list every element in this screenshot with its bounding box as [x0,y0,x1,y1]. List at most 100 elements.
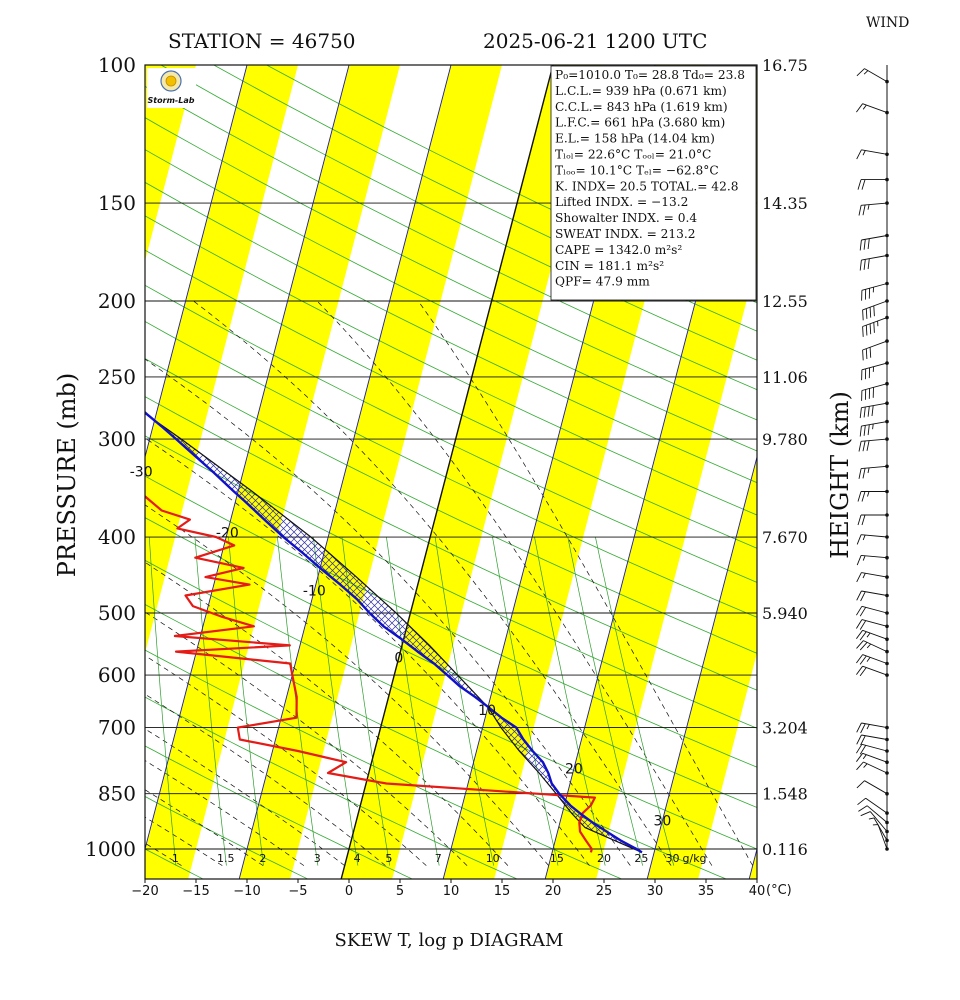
wind-barb [859,402,888,419]
isotherm-line [0,29,52,881]
mixing-ratio-label: 10 [486,852,500,865]
wind-barb [856,752,888,763]
pressure-tick-label: 400 [98,525,136,549]
wind-barb [856,68,888,82]
index-line: CAPE = 1342.0 m²s² [555,243,682,257]
moist-adiabat-line [316,300,713,866]
index-line: CIN = 181.1 m²s² [555,259,664,273]
x-tick-label: 0 [345,884,353,899]
moist-adiabat-line [145,611,468,866]
mixing-ratio-label: 1.5 [217,852,235,865]
dry-adiabat-line [145,117,757,421]
x-tick-label: 5 [396,884,404,899]
dry-adiabat-line [145,796,309,879]
datetime-label: 2025-06-21 1200 UTC [483,29,707,53]
mixing-ratio-label: 20 [597,852,611,865]
index-line: P₀=1010.0 T₀= 28.8 Td₀= 23.8 [555,68,745,82]
wind-barb [856,654,888,665]
moist-adiabat-line [145,728,345,866]
wind-barb [857,797,888,814]
index-line: L.F.C.= 661 hPa (3.680 km) [555,116,725,130]
height-tick-label: 14.35 [762,194,808,213]
mixing-ratio-line [194,536,227,866]
temperature-band [145,65,299,653]
wind-barb [860,811,888,832]
mixing-ratio-line [228,536,264,866]
wind-profile [856,65,889,851]
logo-text: Storm-Lab [148,96,195,105]
x-tick-label: −5 [288,884,307,899]
pressure-tick-label: 850 [98,782,136,806]
moist-adiabat-line [145,789,264,866]
index-line: C.C.L.= 843 hPa (1.619 km) [555,100,728,114]
index-line: E.L.= 158 hPa (14.04 km) [555,132,715,146]
wind-barb [861,383,888,401]
height-tick-label: 16.75 [762,56,808,75]
isotherm-line [145,65,350,851]
wind-barb [856,605,888,617]
moist-adiabat-line [145,655,427,866]
dry-adiabat-line [145,149,757,452]
mixing-ratio-label: 30 [666,852,680,865]
moist-adiabat-line [145,437,590,866]
station-label: STATION = 46750 [168,29,356,53]
storm-lab-logo: Storm-Lab [147,68,196,108]
mixing-ratio-label: 4 [354,852,361,865]
wind-barb [856,149,888,160]
wind-barb [856,734,888,746]
dry-adiabat-line [0,65,103,882]
pressure-tick-label: 1000 [85,837,136,861]
height-tick-label: 3.204 [762,719,808,738]
wind-barb [856,743,888,755]
y2-axis-title: HEIGHT (km) [826,391,854,559]
moist-adiabat-line [145,358,631,866]
wind-barb [859,235,888,251]
moist-adiabat-line [193,300,672,866]
pressure-tick-label: 700 [98,716,136,740]
isotherm-label: -20 [216,526,239,542]
mixing-ratio-label: 1 [172,852,179,865]
wind-barb [856,629,888,641]
index-line: QPF= 47.9 mm [555,275,650,289]
indices-panel: P₀=1010.0 T₀= 28.8 Td₀= 23.8 L.C.L.= 939 … [550,65,757,301]
wind-barb [856,554,888,566]
wind-barb [858,202,888,216]
wind-barb [859,421,888,437]
height-tick-label: 0.116 [762,840,808,859]
pressure-tick-label: 500 [98,601,136,625]
x-tick-label: −15 [182,884,209,899]
mixing-ratio-label: 25 [634,852,648,865]
x-tick-label: 10 [443,884,460,899]
mixing-ratio-label: 5 [385,852,392,865]
x-tick-label: 40 [749,884,766,899]
dry-adiabat-line [145,358,757,654]
wind-barb [856,640,888,653]
isotherm-label: -10 [303,584,326,600]
dry-adiabat-line [145,215,757,516]
wind-label: WIND [866,15,909,31]
mixing-ratio-unit: g/kg [683,852,707,865]
mixing-ratio-line [492,536,559,866]
wind-barb [862,317,888,337]
x-tick-label: 15 [494,884,511,899]
mixing-ratio-label: 3 [314,852,321,865]
mixing-ratio-line [148,536,177,866]
index-line: Tₗₒₗ= 22.6°C Tₒₒₗ= 21.0°C [555,148,711,162]
moist-adiabat-line [417,300,754,866]
pressure-tick-label: 100 [98,53,136,77]
x-axis-unit: (°C) [766,883,792,898]
index-line: Lifted INDX. = −13.2 [555,195,688,209]
wind-barb [858,438,888,452]
plot-area [0,29,757,882]
wind-barb [861,362,888,381]
wind-barb [856,780,888,795]
temperature-band [749,849,757,879]
temperature-band [145,65,197,262]
dry-adiabat-line [145,284,757,583]
x-tick-label: −20 [131,884,158,899]
dry-adiabat-line [145,321,757,618]
index-line: K. INDX= 20.5 TOTAL.= 42.8 [555,179,738,193]
isotherm-label: -30 [130,465,153,481]
height-tick-label: 12.55 [762,292,808,311]
dry-adiabat-line [145,249,757,549]
